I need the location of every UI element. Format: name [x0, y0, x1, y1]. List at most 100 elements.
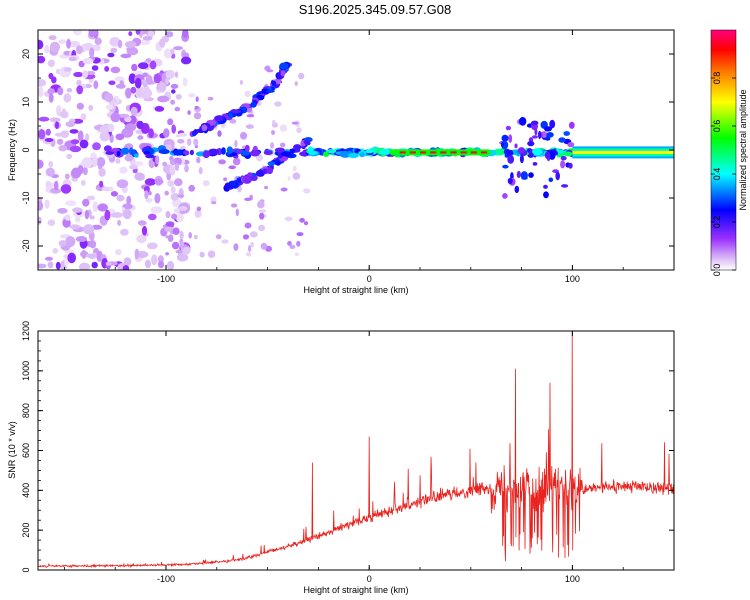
- top-y-tick-label: 20: [21, 49, 31, 59]
- noise-blob: [92, 142, 101, 151]
- noise-blob: [63, 93, 72, 103]
- noise-blob: [183, 246, 190, 253]
- noise-blob: [296, 240, 301, 247]
- noise-blob: [165, 252, 170, 256]
- noise-blob: [280, 142, 286, 148]
- band-blob: [532, 162, 538, 166]
- falling-branch-blob: [304, 141, 311, 146]
- noise-blob: [186, 138, 192, 146]
- noise-blob: [129, 164, 138, 170]
- noise-blob: [286, 216, 291, 222]
- noise-blob: [174, 178, 183, 187]
- band-blob: [534, 127, 538, 136]
- rising-branch-blob: [228, 112, 233, 119]
- rising-branch-blob: [193, 129, 199, 135]
- falling-branch-blob: [266, 167, 273, 175]
- noise-blob: [77, 130, 84, 142]
- noise-blob: [164, 144, 172, 150]
- noise-blob: [199, 251, 205, 258]
- chart-title: S196.2025.345.09.57.G08: [298, 2, 452, 17]
- noise-blob: [131, 63, 138, 72]
- noise-blob: [44, 44, 50, 54]
- noise-blob: [58, 145, 68, 152]
- noise-blob: [72, 207, 83, 213]
- noise-blob: [55, 261, 61, 270]
- noise-blob: [150, 206, 163, 214]
- noise-blob: [56, 138, 64, 145]
- noise-blob: [108, 186, 114, 192]
- noise-blob: [292, 165, 297, 172]
- noise-blob: [167, 234, 174, 242]
- noise-blob: [107, 52, 115, 58]
- band-peak: [440, 151, 447, 154]
- noise-blob: [181, 52, 190, 59]
- noise-blob: [289, 244, 296, 249]
- colorbar-label: Normalized spectral amplitude: [738, 89, 748, 210]
- band-blob: [159, 149, 170, 155]
- noise-blob: [179, 230, 184, 240]
- noise-blob: [171, 213, 178, 220]
- noise-blob: [104, 66, 110, 72]
- band-blob: [519, 154, 524, 164]
- band-blob: [348, 152, 359, 159]
- rising-branch-blob: [266, 89, 275, 93]
- noise-blob: [38, 263, 47, 269]
- noise-blob: [71, 167, 82, 179]
- noise-blob: [144, 259, 151, 269]
- noise-blob: [182, 30, 189, 38]
- noise-blob: [193, 138, 199, 146]
- noise-blob: [230, 203, 238, 208]
- noise-blob: [154, 106, 165, 112]
- noise-blob: [60, 184, 72, 194]
- noise-blob: [170, 48, 175, 55]
- bottom-y-tick-label: 800: [21, 403, 31, 418]
- noise-blob: [235, 208, 239, 217]
- noise-blob: [141, 225, 148, 236]
- band-blob: [507, 155, 515, 164]
- noise-blob: [88, 30, 97, 37]
- noise-blob: [168, 223, 174, 228]
- band-blob: [143, 150, 151, 155]
- band-peak: [399, 151, 406, 154]
- colorbar-tick-label: 0.8: [712, 72, 722, 85]
- falling-branch-blob: [255, 171, 262, 176]
- noise-blob: [256, 154, 263, 162]
- band-blob: [507, 177, 513, 185]
- noise-blob: [130, 106, 138, 116]
- noise-blob: [117, 39, 123, 49]
- noise-blob: [111, 212, 123, 218]
- noise-blob: [232, 157, 241, 166]
- noise-blob: [38, 86, 44, 98]
- noise-blob: [98, 168, 106, 177]
- noise-blob: [171, 241, 180, 250]
- noise-blob: [153, 74, 162, 84]
- noise-blob: [294, 81, 298, 86]
- bottom-y-tick-label: 400: [21, 483, 31, 498]
- band-blob: [514, 185, 520, 194]
- noise-blob: [115, 158, 121, 164]
- top-y-tick-label: -10: [21, 191, 31, 204]
- noise-blob: [104, 209, 111, 221]
- noise-blob: [292, 172, 301, 180]
- noise-blob: [81, 157, 93, 168]
- noise-blob: [303, 221, 309, 226]
- noise-blob: [167, 180, 175, 187]
- noise-blob: [188, 232, 192, 239]
- bottom-y-axis-label: SNR (10 * v/v): [7, 421, 17, 479]
- noise-blob: [294, 252, 300, 257]
- noise-blob: [130, 86, 137, 94]
- band-blob: [541, 131, 548, 138]
- noise-blob: [48, 161, 54, 168]
- noise-blob: [176, 253, 189, 262]
- noise-blob: [69, 145, 82, 153]
- band-blob: [229, 152, 238, 157]
- top-y-axis-label: Frequency (Hz): [7, 119, 17, 181]
- rising-branch-blob: [250, 101, 257, 108]
- noise-blob: [38, 159, 44, 169]
- band-blob: [558, 137, 566, 143]
- noise-blob: [244, 90, 251, 98]
- colorbar-tick-label: 0.4: [712, 168, 722, 181]
- noise-blob: [194, 105, 199, 110]
